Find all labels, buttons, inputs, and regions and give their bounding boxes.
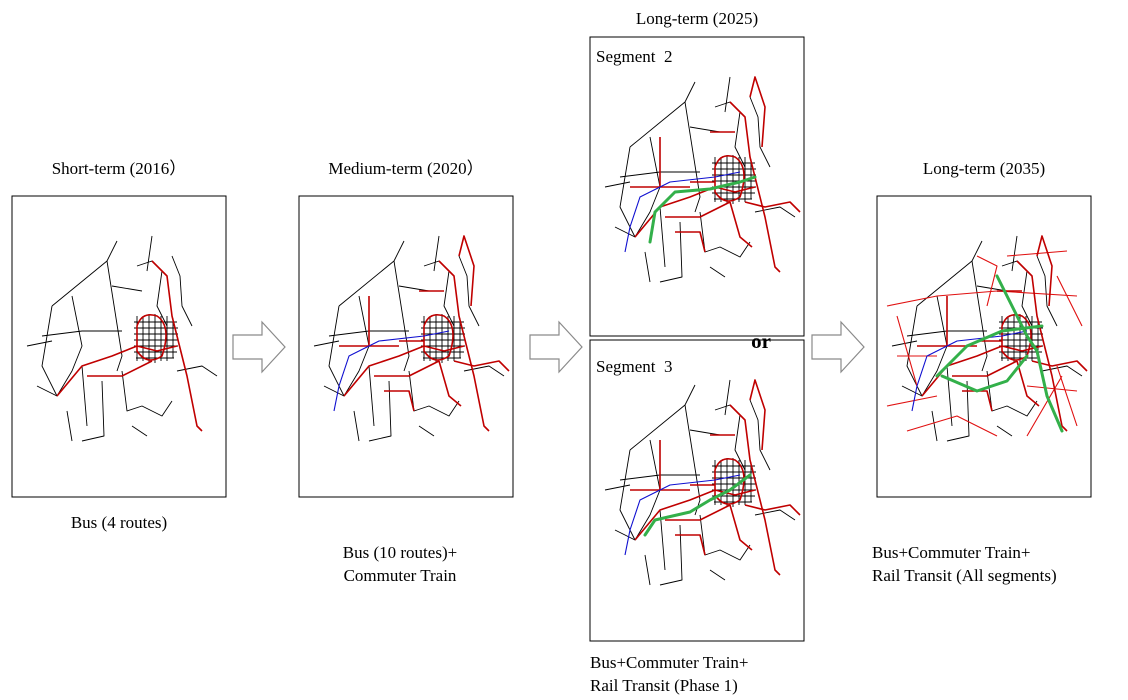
panel-caption: Rail Transit (Phase 1) <box>590 676 738 695</box>
arrow <box>530 322 582 372</box>
map-frame <box>590 340 804 641</box>
panel-caption: Bus (4 routes) <box>71 513 167 532</box>
panel-title: Long-term (2025) <box>636 9 758 28</box>
map-frame <box>590 37 804 336</box>
page: {"panels": [ {"title": "Short-term (2016… <box>0 0 1128 695</box>
option-label: Segment 3 <box>596 357 673 376</box>
panel-title: Short-term (2016） <box>52 159 187 178</box>
map-frame <box>877 196 1091 497</box>
option-label: Segment 2 <box>596 47 673 66</box>
map-frame <box>299 196 513 497</box>
panel-caption: Bus+Commuter Train+ <box>872 543 1031 562</box>
map-frame <box>12 196 226 497</box>
arrow <box>233 322 285 372</box>
separator: or <box>751 329 771 353</box>
panel-caption: Rail Transit (All segments) <box>872 566 1057 585</box>
panel-caption: Commuter Train <box>344 566 457 585</box>
panel-title: Medium-term (2020） <box>328 159 483 178</box>
panel-title: Long-term (2035) <box>923 159 1045 178</box>
arrow <box>812 322 864 372</box>
panel-caption: Bus+Commuter Train+ <box>590 653 749 672</box>
diagram: Short-term (2016） Bus (4 routes) Medium-… <box>0 0 1128 695</box>
panel-caption: Bus (10 routes)+ <box>343 543 457 562</box>
